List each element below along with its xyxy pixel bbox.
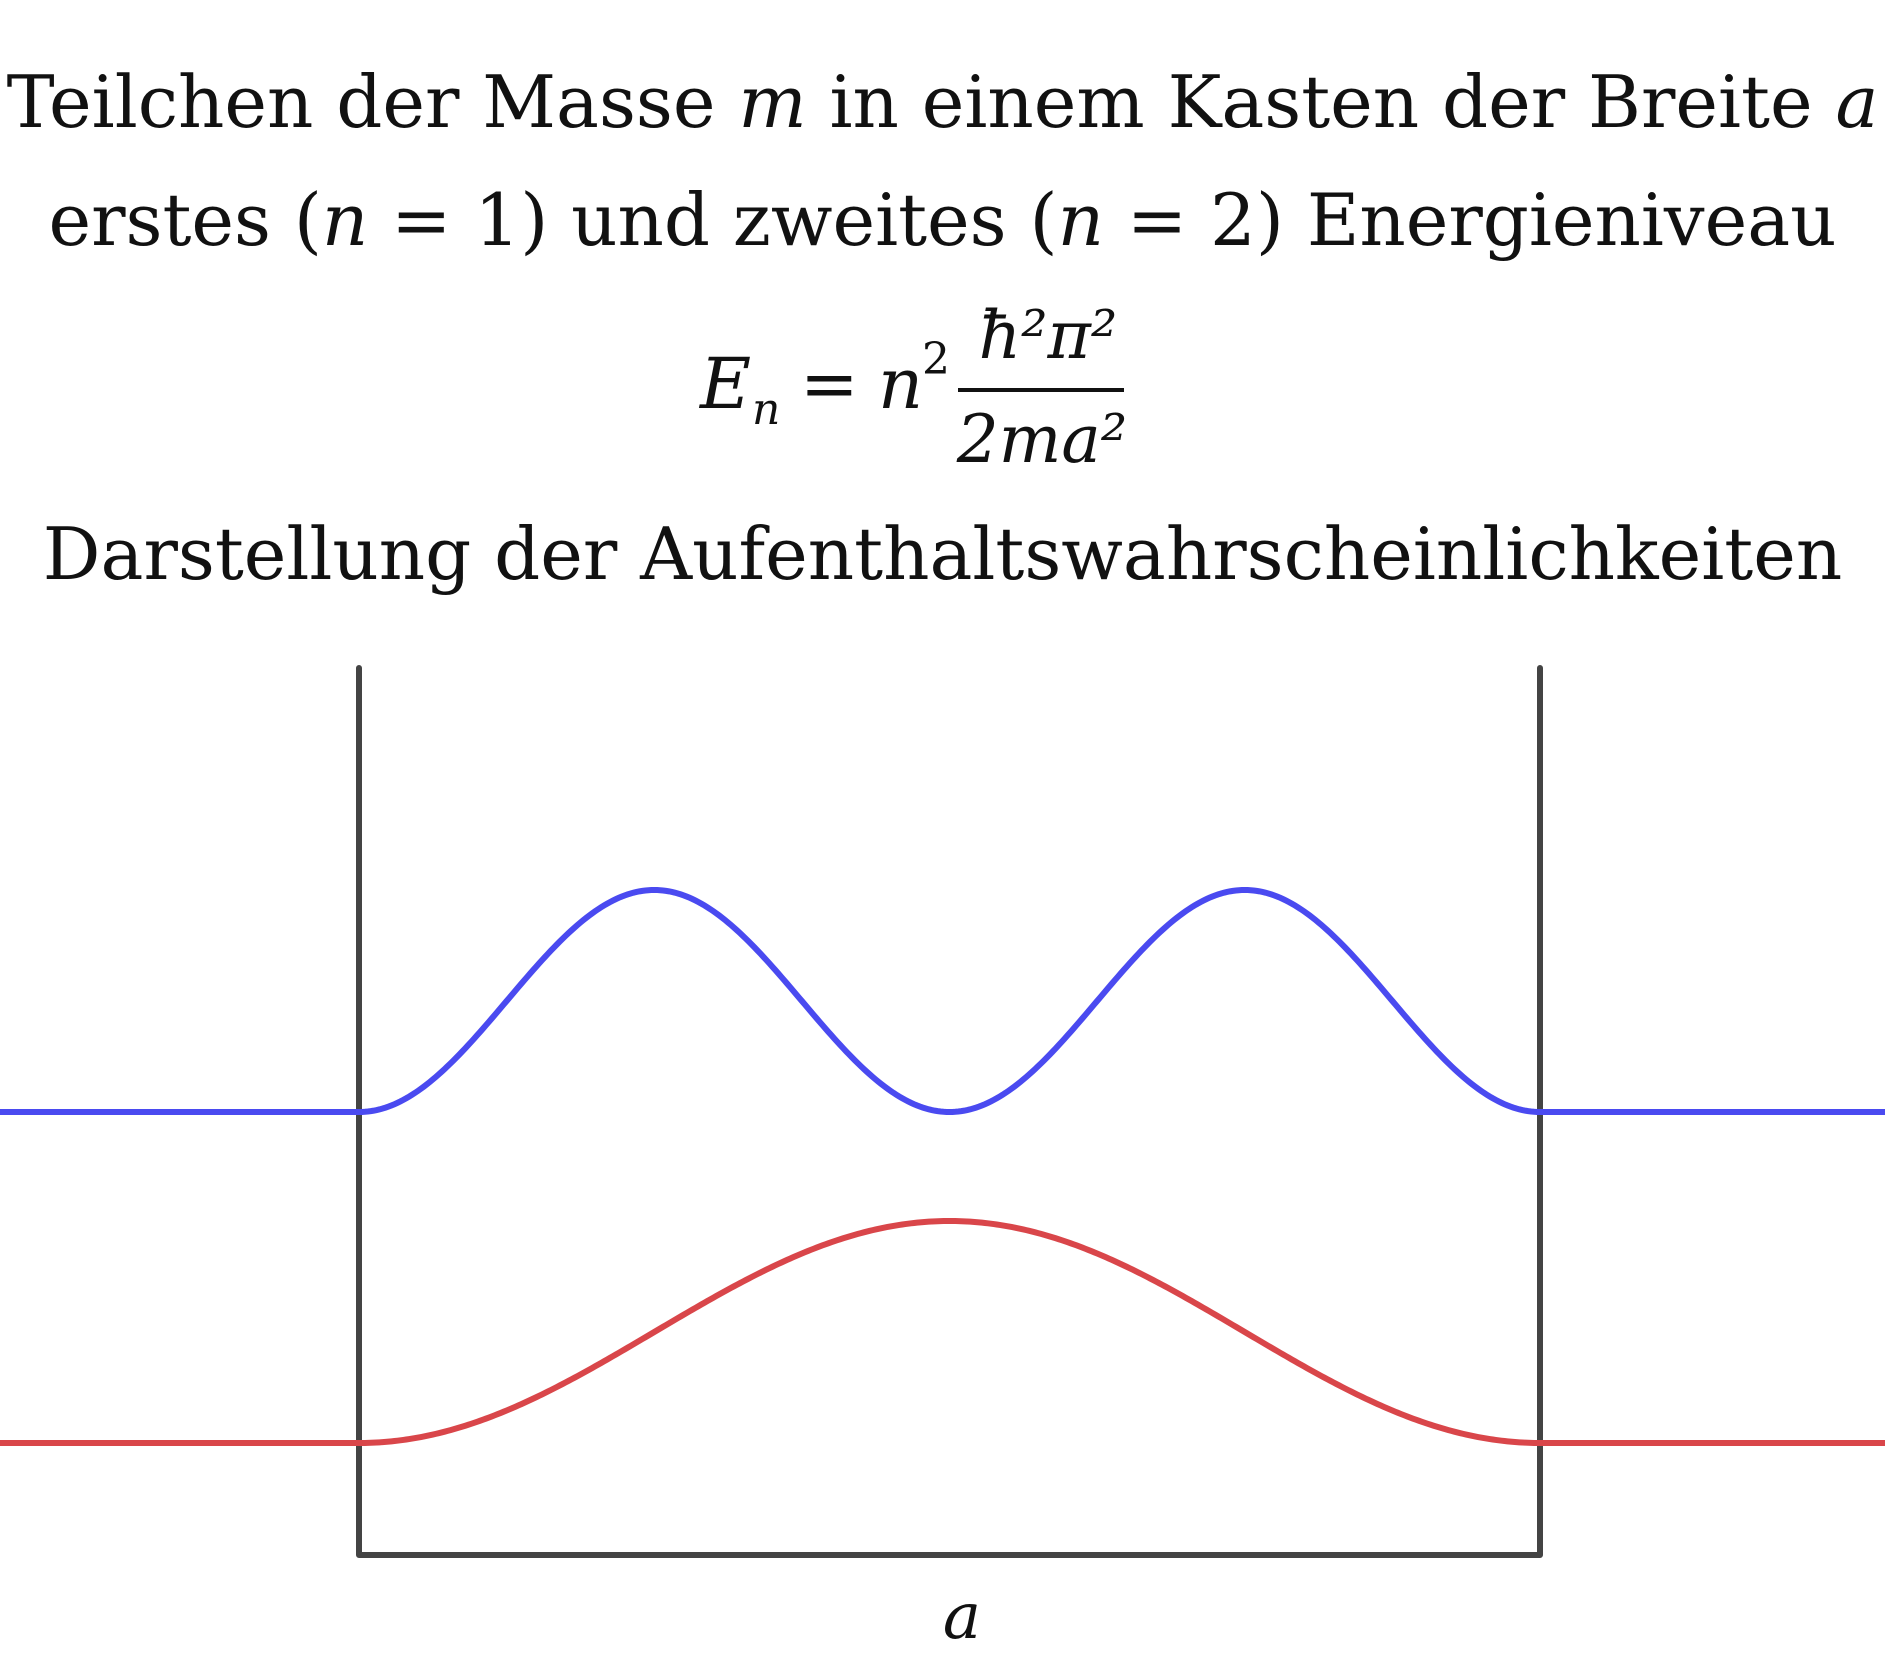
energy-symbol: E bbox=[698, 343, 751, 425]
n-symbol-1: n bbox=[321, 178, 369, 262]
title-line-1: Teilchen der Masse m in einem Kasten der… bbox=[0, 60, 1885, 144]
diagram-caption: Darstellung der Aufenthaltswahrscheinlic… bbox=[42, 512, 1843, 596]
n-factor: n bbox=[878, 343, 923, 425]
box-width-label: a bbox=[943, 1580, 981, 1654]
level-2-probability-curve bbox=[0, 886, 1885, 1116]
subtitle-text-2: = 1) und zweites ( bbox=[368, 178, 1058, 262]
n-factor-exponent: 2 bbox=[922, 334, 950, 385]
equals-sign: = bbox=[800, 343, 859, 425]
energy-formula: E n = n 2 ħ²π² 2ma² bbox=[0, 300, 1885, 480]
fraction-denominator: 2ma² bbox=[956, 401, 1127, 478]
n-symbol-2: n bbox=[1057, 178, 1104, 262]
title-text: Teilchen der Masse bbox=[6, 60, 739, 144]
mass-symbol: m bbox=[738, 60, 807, 144]
energy-subscript: n bbox=[752, 384, 780, 435]
width-symbol: a bbox=[1835, 60, 1879, 144]
subtitle-text-3: = 2) Energieniveau bbox=[1103, 178, 1837, 262]
title-line-2: erstes (n = 1) und zweites (n = 2) Energ… bbox=[0, 178, 1885, 262]
title-text-mid: in einem Kasten der Breite bbox=[806, 60, 1836, 144]
level-1-probability-curve bbox=[0, 1217, 1885, 1446]
fraction-numerator: ħ²π² bbox=[979, 300, 1118, 374]
subtitle-text-1: erstes ( bbox=[48, 178, 322, 262]
